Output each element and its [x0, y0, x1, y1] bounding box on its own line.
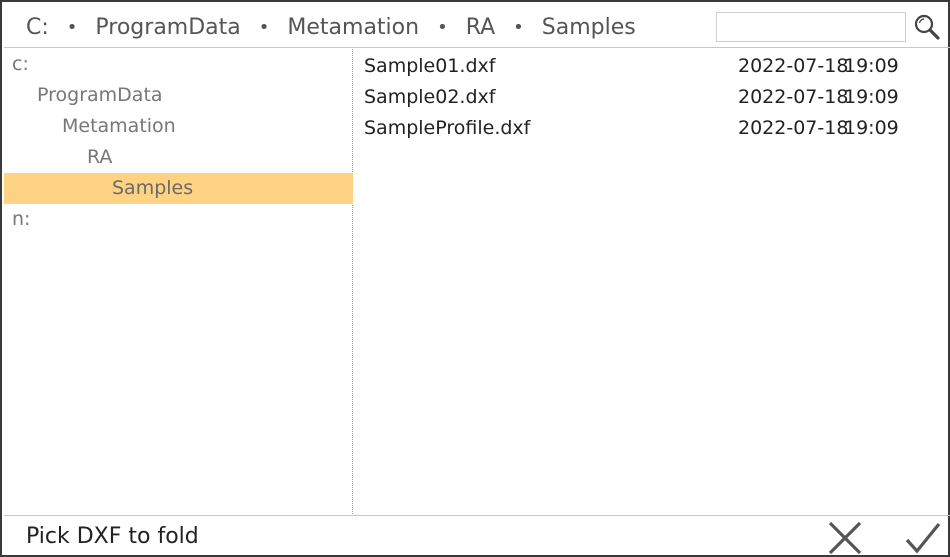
checkmark-icon [905, 522, 941, 554]
file-name: Sample02.dxf [364, 86, 496, 108]
breadcrumb-drive[interactable]: C: [26, 14, 49, 40]
file-name: SampleProfile.dxf [364, 117, 531, 139]
tree-item-label: Samples [112, 177, 194, 199]
tree-item-c-drive[interactable]: c: [4, 49, 353, 80]
file-date: 2022-07-18 [738, 55, 849, 77]
tree-item-label: n: [12, 208, 31, 230]
folder-tree: c: ProgramData Metamation RA Samples n: [4, 49, 353, 514]
search-input[interactable] [716, 12, 906, 42]
breadcrumb-metamation[interactable]: Metamation [287, 14, 420, 40]
breadcrumb-separator: • [513, 16, 524, 38]
file-list: Sample01.dxf 2022-07-18 19:09 Sample02.d… [354, 49, 950, 514]
file-time: 19:09 [844, 86, 899, 108]
file-row[interactable]: Sample02.dxf 2022-07-18 19:09 [354, 82, 950, 113]
tree-item-label: RA [87, 146, 113, 168]
footer-bar: Pick DXF to fold [4, 515, 950, 557]
ok-button[interactable] [904, 520, 942, 556]
breadcrumb-separator: • [258, 16, 270, 38]
file-row[interactable]: Sample01.dxf 2022-07-18 19:09 [354, 51, 950, 82]
file-time: 19:09 [844, 117, 899, 139]
breadcrumb-separator: • [66, 16, 78, 38]
file-row[interactable]: SampleProfile.dxf 2022-07-18 19:09 [354, 113, 950, 144]
file-date: 2022-07-18 [738, 86, 849, 108]
tree-item-ra[interactable]: RA [4, 142, 353, 173]
file-name: Sample01.dxf [364, 55, 496, 77]
search-icon[interactable] [913, 13, 941, 41]
breadcrumb-programdata[interactable]: ProgramData [95, 14, 241, 40]
tree-item-label: Metamation [62, 115, 176, 137]
tree-item-samples[interactable]: Samples [4, 173, 353, 204]
file-time: 19:09 [844, 55, 899, 77]
tree-item-n-drive[interactable]: n: [4, 204, 353, 235]
breadcrumb: C: • ProgramData • Metamation • RA • Sam… [26, 12, 636, 42]
header-bar: C: • ProgramData • Metamation • RA • Sam… [4, 4, 950, 48]
tree-item-label: c: [12, 53, 29, 75]
breadcrumb-samples[interactable]: Samples [541, 14, 636, 40]
breadcrumb-ra[interactable]: RA [465, 14, 496, 40]
status-text: Pick DXF to fold [26, 524, 199, 549]
breadcrumb-separator: • [437, 16, 448, 38]
cancel-button[interactable] [826, 520, 864, 556]
tree-item-metamation[interactable]: Metamation [4, 111, 353, 142]
close-icon [828, 521, 862, 555]
tree-item-label: ProgramData [37, 84, 163, 106]
tree-item-programdata[interactable]: ProgramData [4, 80, 353, 111]
file-date: 2022-07-18 [738, 117, 849, 139]
